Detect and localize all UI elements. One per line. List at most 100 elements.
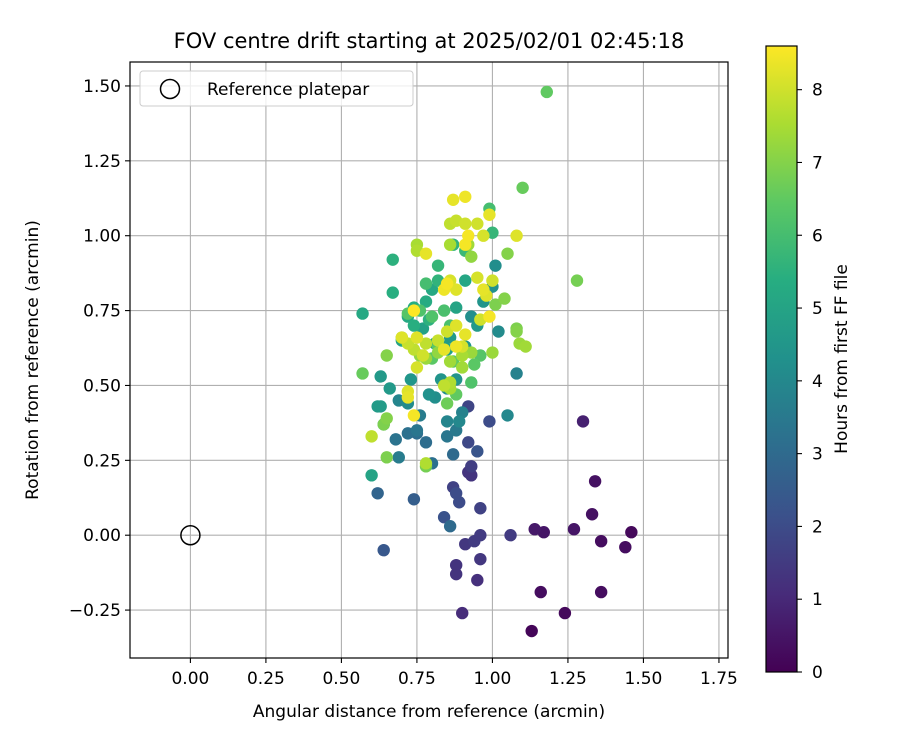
data-point [377, 543, 390, 557]
data-point [462, 436, 475, 449]
data-point [625, 526, 638, 539]
colorbar-tick-label: 0 [812, 663, 823, 683]
data-point [419, 277, 433, 290]
data-point [456, 349, 469, 362]
data-point [486, 274, 499, 287]
data-point [365, 430, 378, 443]
data-point [483, 415, 496, 428]
data-point [459, 328, 472, 341]
data-point [516, 181, 529, 194]
data-point [410, 331, 424, 344]
data-point [419, 247, 433, 260]
data-point [419, 436, 433, 449]
data-point [419, 295, 433, 308]
data-point [489, 259, 502, 272]
y-tick-label: 0.75 [83, 302, 121, 322]
data-point [519, 340, 532, 353]
data-point [465, 250, 478, 263]
data-point [386, 286, 399, 299]
data-point [443, 238, 457, 251]
data-point [416, 349, 430, 362]
data-point [456, 361, 469, 374]
data-point [483, 310, 496, 323]
data-point [576, 415, 590, 428]
colorbar-tick-label: 8 [812, 81, 823, 101]
data-point [468, 358, 481, 371]
data-point [459, 217, 472, 230]
data-point [419, 457, 433, 470]
legend-entry-label: Reference platepar [207, 80, 369, 100]
x-axis-ticks: 0.00 0.25 0.50 0.75 1.00 1.25 1.50 1.75 [171, 658, 738, 689]
data-point [437, 343, 451, 356]
colorbar-tick-label: 5 [812, 299, 823, 319]
data-point [431, 334, 445, 347]
data-point [440, 277, 454, 290]
data-point [431, 259, 445, 272]
grid-lines [130, 62, 728, 658]
y-tick-label: −0.25 [69, 601, 121, 621]
data-point [407, 319, 421, 332]
x-tick-label: 0.50 [322, 669, 360, 689]
data-point [386, 253, 399, 266]
data-point [594, 585, 608, 599]
data-point [465, 376, 478, 389]
data-point [449, 487, 463, 500]
data-point [474, 552, 487, 566]
x-tick-label: 1.00 [473, 669, 511, 689]
data-point [501, 247, 514, 260]
colorbar-tick-label: 4 [812, 372, 823, 392]
data-point [619, 540, 632, 554]
data-point [570, 274, 584, 287]
data-point [588, 475, 602, 488]
data-point [540, 85, 553, 99]
data-point [489, 298, 502, 311]
data-point [471, 573, 484, 587]
data-point [585, 508, 599, 521]
data-point [525, 624, 538, 638]
x-tick-label: 1.25 [549, 669, 587, 689]
data-point [404, 373, 418, 386]
data-point [459, 274, 472, 287]
data-point [410, 424, 424, 437]
data-point [449, 558, 463, 572]
x-tick-label: 0.75 [398, 669, 436, 689]
x-tick-label: 1.75 [700, 669, 738, 689]
data-point [477, 229, 490, 242]
data-point [440, 397, 454, 410]
data-point [483, 208, 496, 221]
data-point [504, 529, 517, 542]
legend: Reference platepar [139, 70, 414, 107]
x-tick-label: 0.25 [247, 669, 285, 689]
data-point [492, 325, 505, 338]
data-point [410, 361, 424, 374]
data-point [419, 337, 433, 350]
data-point [449, 283, 463, 296]
chart-title: FOV centre drift starting at 2025/02/01 … [174, 29, 685, 53]
data-point [477, 283, 490, 296]
data-point [449, 319, 463, 332]
data-point [449, 340, 463, 353]
x-tick-label: 1.50 [625, 669, 663, 689]
data-point [380, 451, 393, 464]
data-point [471, 271, 484, 284]
data-point [380, 412, 393, 425]
legend-box [139, 70, 414, 107]
colorbar-ticks: 0 1 2 3 4 5 6 7 8 [797, 81, 823, 683]
data-point [486, 346, 499, 359]
data-point [449, 301, 463, 314]
colorbar-tick-label: 2 [812, 517, 823, 537]
data-point [443, 520, 457, 533]
data-point [510, 325, 523, 338]
data-point [501, 409, 514, 422]
colorbar-label: Hours from first FF file [832, 264, 852, 454]
y-tick-label: 0.00 [83, 526, 121, 546]
data-point [380, 349, 393, 362]
data-point [371, 487, 384, 500]
data-point [392, 451, 405, 464]
legend-marker-open-circle [159, 78, 181, 100]
data-point [407, 409, 421, 422]
data-point [374, 400, 387, 413]
data-point [407, 493, 421, 506]
